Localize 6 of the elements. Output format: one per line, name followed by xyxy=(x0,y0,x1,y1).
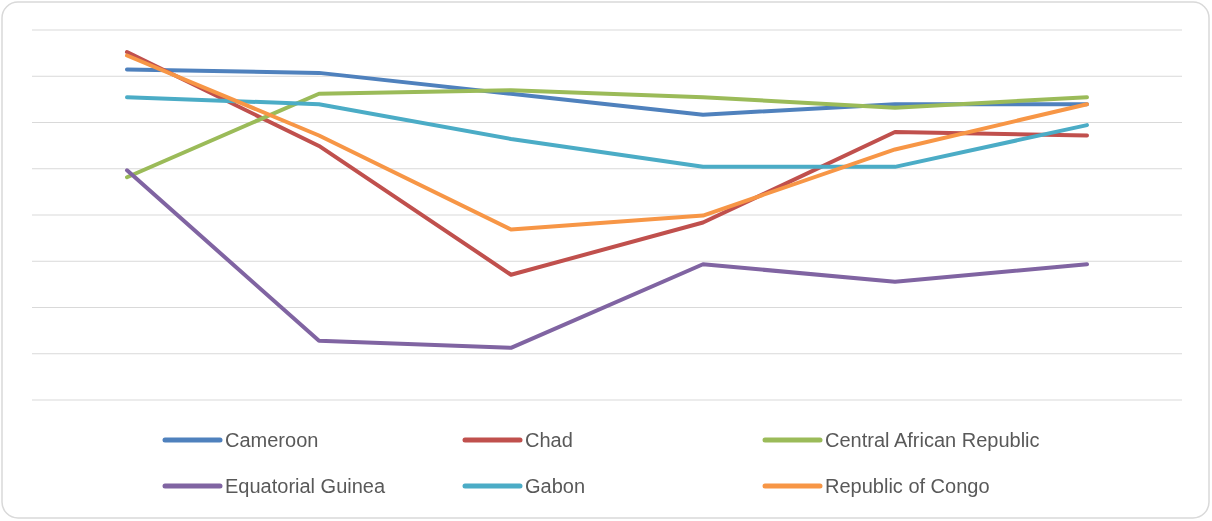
legend-label: Republic of Congo xyxy=(825,475,990,497)
legend-label: Chad xyxy=(525,429,573,451)
legend-label: Central African Republic xyxy=(825,429,1040,451)
legend-label: Cameroon xyxy=(225,429,319,451)
legend-label: Equatorial Guinea xyxy=(225,475,386,497)
legend-label: Gabon xyxy=(525,475,586,497)
